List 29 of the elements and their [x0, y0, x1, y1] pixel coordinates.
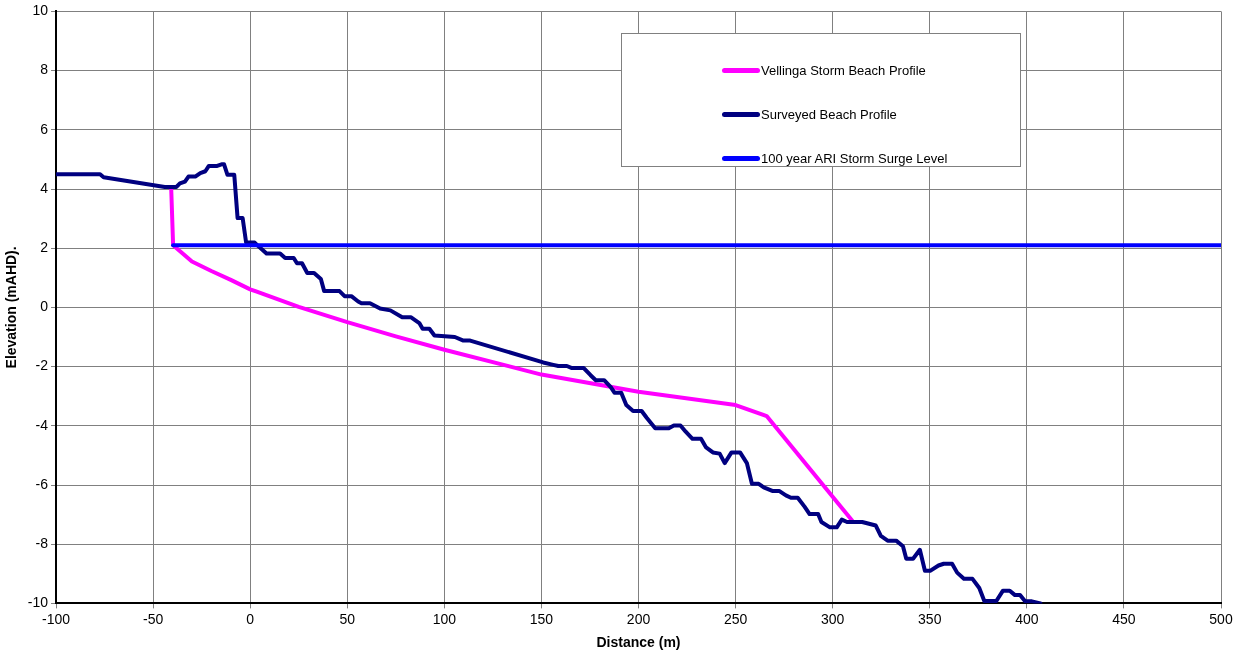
x-axis-title: Distance (m) [596, 634, 681, 651]
x-tick-label: 300 [821, 610, 845, 627]
y-tick-label: 6 [40, 120, 49, 137]
y-tick-label: 0 [40, 298, 49, 315]
x-tick-label: 450 [1112, 610, 1136, 627]
y-tick-label: 2 [40, 239, 49, 256]
legend-label: Surveyed Beach Profile [761, 106, 897, 122]
y-tick-label: -4 [35, 416, 49, 433]
x-tick-label: 400 [1015, 610, 1039, 627]
x-tick-label: 200 [626, 610, 651, 627]
y-tick-label: -2 [35, 357, 49, 374]
y-tick-label: 8 [40, 61, 49, 78]
legend-label: Vellinga Storm Beach Profile [761, 62, 926, 78]
y-tick-label: 4 [40, 179, 49, 196]
x-tick-label: 150 [529, 610, 554, 627]
x-tick-label: 250 [723, 610, 748, 627]
legend-label: 100 year ARI Storm Surge Level [761, 150, 948, 166]
x-tick-label: 500 [1209, 610, 1233, 627]
x-tick-label: 350 [918, 610, 942, 627]
y-tick-label: -8 [35, 535, 49, 552]
x-tick-label: 0 [246, 610, 255, 627]
y-axis-title: Elevation (mAHD). [3, 246, 20, 369]
x-tick-label: -100 [42, 610, 71, 627]
y-tick-label: -6 [35, 475, 49, 492]
y-tick-label: -10 [27, 594, 49, 611]
x-tick-label: 50 [339, 610, 356, 627]
x-tick-label: 100 [432, 610, 457, 627]
y-tick-label: 10 [32, 2, 49, 19]
x-tick-label: -50 [143, 610, 164, 627]
